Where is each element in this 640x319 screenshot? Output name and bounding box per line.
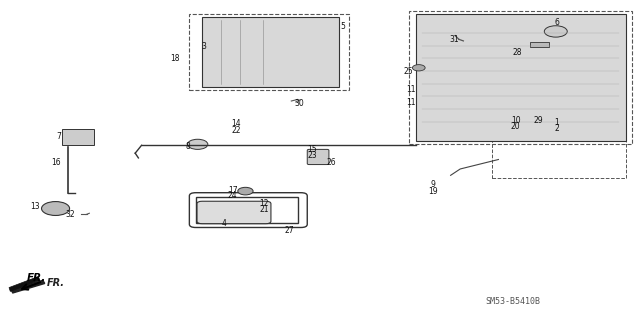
- Polygon shape: [202, 17, 339, 87]
- Polygon shape: [9, 277, 40, 291]
- Text: 11: 11: [406, 85, 416, 94]
- Circle shape: [412, 65, 425, 71]
- Text: 26: 26: [326, 158, 336, 167]
- Text: 7: 7: [56, 132, 61, 141]
- Text: 6: 6: [555, 18, 559, 27]
- Text: 21: 21: [259, 205, 269, 214]
- Text: 15: 15: [308, 145, 317, 153]
- Text: 27: 27: [285, 226, 294, 234]
- Text: 23: 23: [308, 151, 317, 160]
- Text: 28: 28: [513, 48, 522, 57]
- Text: 16: 16: [51, 158, 60, 167]
- Text: 25: 25: [403, 67, 413, 76]
- Text: 8: 8: [185, 142, 190, 151]
- Text: SM53-B5410B: SM53-B5410B: [486, 297, 541, 306]
- Text: 20: 20: [511, 122, 520, 131]
- Text: 2: 2: [555, 124, 559, 133]
- Circle shape: [188, 139, 208, 149]
- Polygon shape: [531, 42, 549, 47]
- Text: 12: 12: [259, 199, 269, 208]
- Text: 9: 9: [430, 180, 435, 189]
- Text: 10: 10: [511, 116, 520, 125]
- Text: FR.: FR.: [47, 278, 65, 288]
- Text: 13: 13: [30, 203, 40, 211]
- Text: 11: 11: [406, 98, 416, 107]
- Text: 1: 1: [555, 118, 559, 127]
- Text: 30: 30: [294, 99, 304, 108]
- Text: 31: 31: [449, 35, 459, 44]
- Text: FR.: FR.: [27, 273, 46, 283]
- Text: 19: 19: [428, 187, 438, 196]
- Text: 24: 24: [228, 191, 237, 200]
- Polygon shape: [415, 14, 626, 141]
- Polygon shape: [11, 280, 45, 293]
- Text: 14: 14: [231, 119, 241, 128]
- FancyBboxPatch shape: [307, 149, 329, 165]
- Text: 3: 3: [202, 42, 207, 51]
- Circle shape: [238, 187, 253, 195]
- FancyBboxPatch shape: [197, 201, 271, 224]
- Text: 32: 32: [65, 210, 75, 219]
- Text: 29: 29: [534, 116, 543, 125]
- Circle shape: [42, 202, 70, 215]
- Polygon shape: [62, 130, 94, 145]
- Text: 4: 4: [222, 219, 227, 228]
- Text: 18: 18: [170, 54, 179, 63]
- Circle shape: [544, 26, 567, 37]
- Text: 17: 17: [228, 186, 237, 195]
- Text: 5: 5: [340, 22, 345, 31]
- Text: 22: 22: [231, 126, 241, 135]
